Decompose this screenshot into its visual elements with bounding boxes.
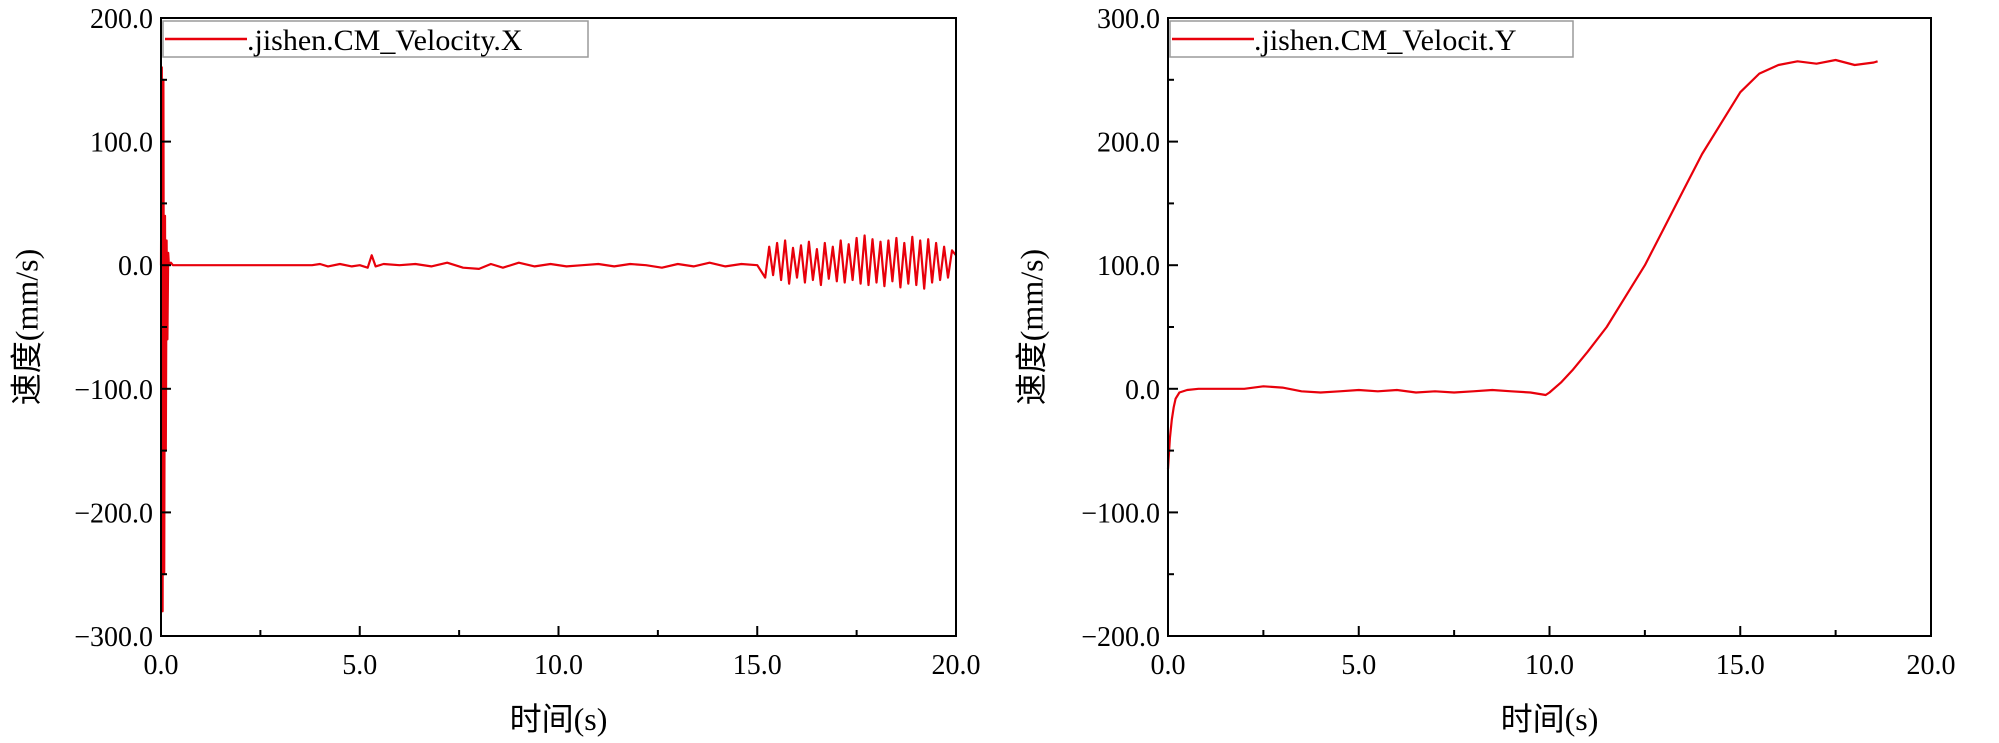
y-tick-label: 0.0 [1125,375,1160,406]
x-tick-label: 5.0 [342,650,377,681]
y-tick-label: 100.0 [90,128,153,159]
x-tick-label: 5.0 [1341,650,1376,681]
x-tick-label: 10.0 [1525,650,1574,681]
x-axis-title: 时间(s) [510,701,608,737]
y-tick-label: −100.0 [1081,498,1160,529]
chart-y-velocity: 0.0 5.0 10.0 15.0 20.0 300.0 200.0 100.0 0.0 −100… [1013,4,1955,737]
y-tick-label: −100.0 [74,375,153,406]
y-tick-label: 200.0 [90,4,153,35]
y-tick-label: 0.0 [118,251,153,282]
y-tick-label: −200.0 [74,498,153,529]
plot-frame [160,17,957,637]
y-tick-label: −200.0 [1081,622,1160,653]
x-tick-label: 0.0 [144,650,179,681]
x-tick-label: 20.0 [1907,650,1956,681]
series-line-0 [1166,58,1878,470]
x-axis-title: 时间(s) [1501,701,1599,737]
y-tick-label: 300.0 [1097,4,1160,35]
y-axis-title: 速度(mm/s) [1013,249,1049,405]
x-tick-label: 0.0 [1151,650,1186,681]
y-tick-label: 200.0 [1097,128,1160,159]
legend-entry: .jishen.CM_Velocity.X [247,24,523,57]
y-tick-label: −300.0 [74,622,153,653]
x-tick-label: 10.0 [534,650,583,681]
series-line-0 [159,66,957,613]
y-tick-label: 100.0 [1097,251,1160,282]
y-axis-title: 速度(mm/s) [8,249,44,405]
legend-entry: .jishen.CM_Velocit.Y [1254,24,1517,57]
legend: .jishen.CM_Velocit.Y [1169,20,1574,58]
chart-x-velocity: 0.0 5.0 10.0 15.0 20.0 200.0 100.0 0.0 −100.0 −20… [8,4,980,737]
x-tick-label: 15.0 [1716,650,1765,681]
x-tick-label: 15.0 [733,650,782,681]
legend: .jishen.CM_Velocity.X [162,20,589,58]
plot-frame [1167,17,1932,637]
x-tick-label: 20.0 [932,650,981,681]
